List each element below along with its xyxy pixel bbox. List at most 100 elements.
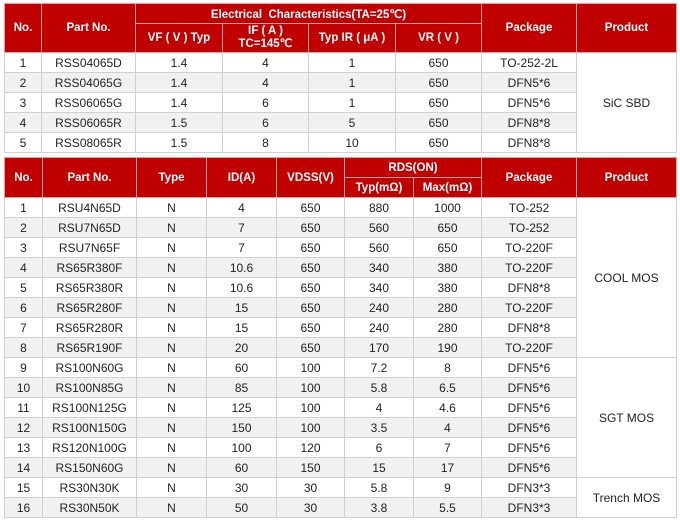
row-no-cell: 16 — [4, 497, 43, 518]
table-row: 1 RSS04065D 1.4 4 1 650 TO-252-2L SiC SBD — [4, 52, 678, 153]
header-package: Package — [481, 157, 578, 198]
id-cell: 85 — [206, 377, 277, 398]
rds-max-cell: 7 — [412, 437, 483, 458]
header-ir: Typ IR ( μA ) — [308, 23, 396, 53]
row-no-cell: 3 — [4, 92, 42, 113]
part-no-cell: RS65R280R — [42, 317, 137, 338]
row-no-cell: 5 — [4, 277, 43, 298]
vr-cell: 650 — [394, 52, 483, 73]
header-if-line1: IF ( A ) — [248, 25, 283, 37]
type-cell: N — [136, 317, 207, 338]
package-cell: DFN8*8 — [481, 277, 578, 298]
package-cell: DFN5*6 — [481, 457, 578, 478]
part-no-cell: RSU4N65D — [42, 197, 137, 218]
id-cell: 4 — [206, 197, 277, 218]
row-no-cell: 13 — [4, 437, 43, 458]
type-cell: N — [136, 437, 207, 458]
vr-cell: 650 — [394, 72, 483, 93]
header-part-no: Part No. — [41, 3, 136, 53]
rds-max-cell: 280 — [412, 297, 483, 318]
row-no-cell: 10 — [4, 377, 43, 398]
header-vdss: VDSS(V) — [276, 157, 345, 198]
vf-cell: 1.5 — [135, 132, 223, 153]
table-row: 13 RS120N100G N 100 120 6 7 DFN5*6 — [4, 437, 677, 458]
rds-typ-cell: 560 — [344, 237, 414, 258]
if-cell: 6 — [222, 112, 309, 133]
vf-cell: 1.5 — [135, 112, 223, 133]
type-cell: N — [136, 277, 207, 298]
type-cell: N — [136, 417, 207, 438]
rds-typ-cell: 240 — [344, 317, 414, 338]
package-cell: TO-252 — [481, 217, 578, 238]
row-no-cell: 7 — [4, 317, 43, 338]
vdss-cell: 650 — [276, 237, 345, 258]
package-cell: TO-252 — [481, 197, 578, 218]
vdss-cell: 100 — [276, 397, 345, 418]
product-category-cell: SiC SBD — [576, 52, 678, 153]
part-no-cell: RS100N85G — [42, 377, 137, 398]
part-no-cell: RS100N125G — [42, 397, 137, 418]
rds-max-cell: 380 — [412, 277, 483, 298]
part-no-cell: RSS06065R — [41, 112, 136, 133]
part-no-cell: RS65R380R — [42, 277, 137, 298]
rds-typ-cell: 7.2 — [344, 357, 414, 378]
id-cell: 150 — [206, 417, 277, 438]
table-row: 12 RS100N150G N 150 100 3.5 4 DFN5*6 — [4, 417, 677, 438]
ir-cell: 1 — [308, 72, 396, 93]
row-no-cell: 3 — [4, 237, 43, 258]
vdss-cell: 650 — [276, 277, 345, 298]
if-cell: 8 — [222, 132, 309, 153]
table-row: 2 RSU7N65D N 7 650 560 650 TO-252 — [4, 217, 677, 238]
package-cell: DFN5*6 — [481, 92, 578, 113]
table-row: 3 RSU7N65F N 7 650 560 650 TO-220F — [4, 237, 677, 258]
rds-typ-cell: 3.5 — [344, 417, 414, 438]
id-cell: 125 — [206, 397, 277, 418]
rds-typ-cell: 340 — [344, 277, 414, 298]
header-if-line2: TC=145℃ — [238, 38, 293, 50]
rds-max-cell: 280 — [412, 317, 483, 338]
package-cell: DFN5*6 — [481, 357, 578, 378]
header-electrical-characteristics: Electrical Characteristics(TA=25℃) — [134, 3, 483, 24]
part-no-cell: RS100N60G — [42, 357, 137, 378]
rds-max-cell: 5.5 — [412, 497, 483, 518]
table-row: 7 RS65R280R N 15 650 240 280 DFN8*8 — [4, 317, 677, 338]
header-part-no: Part No. — [42, 157, 137, 198]
id-cell: 7 — [206, 217, 277, 238]
ir-cell: 10 — [308, 132, 396, 153]
type-cell: N — [136, 297, 207, 318]
rds-max-cell: 4.6 — [412, 397, 483, 418]
part-no-cell: RSS06065G — [41, 92, 136, 113]
package-cell: DFN5*6 — [481, 417, 578, 438]
product-category-cell: Trench MOS — [576, 477, 678, 518]
table-row: 6 RS65R280F N 15 650 240 280 TO-220F — [4, 297, 677, 318]
type-cell: N — [136, 397, 207, 418]
rds-typ-cell: 15 — [344, 457, 414, 478]
ir-cell: 1 — [308, 52, 396, 73]
vdss-cell: 650 — [276, 197, 345, 218]
row-no-cell: 6 — [4, 297, 43, 318]
ir-cell: 5 — [308, 112, 396, 133]
rds-max-cell: 190 — [412, 337, 483, 358]
package-cell: TO-220F — [481, 257, 578, 278]
vr-cell: 650 — [394, 132, 483, 153]
rds-max-cell: 9 — [412, 477, 483, 498]
type-cell: N — [136, 497, 207, 518]
type-cell: N — [136, 237, 207, 258]
if-cell: 4 — [222, 52, 309, 73]
id-cell: 100 — [206, 437, 277, 458]
row-no-cell: 9 — [4, 357, 43, 378]
header-product: Product — [576, 157, 678, 198]
id-cell: 15 — [206, 297, 277, 318]
rds-typ-cell: 240 — [344, 297, 414, 318]
table-row: 5 RS65R380R N 10.6 650 340 380 DFN8*8 — [4, 277, 677, 298]
part-no-cell: RS30N50K — [42, 497, 137, 518]
header-vr: VR ( V ) — [394, 23, 483, 53]
rds-typ-cell: 170 — [344, 337, 414, 358]
vf-cell: 1.4 — [135, 92, 223, 113]
row-no-cell: 14 — [4, 457, 43, 478]
part-no-cell: RS65R380F — [42, 257, 137, 278]
package-cell: DFN8*8 — [481, 132, 578, 153]
mosfet-table: No. Part No. Type ID(A) VDSS(V) RDS(ON) … — [4, 157, 678, 518]
id-cell: 30 — [206, 477, 277, 498]
part-no-cell: RSU7N65F — [42, 237, 137, 258]
